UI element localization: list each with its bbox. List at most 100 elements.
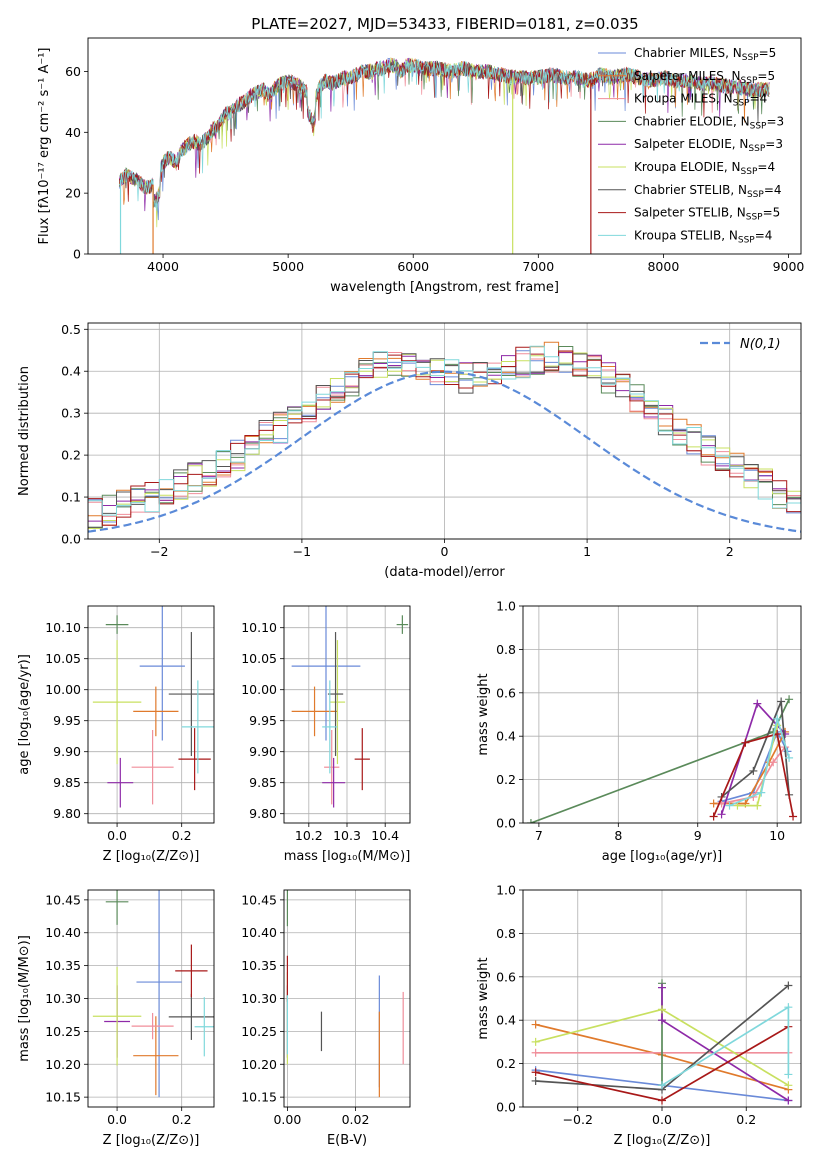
panel-mass_vs_EBV: 0.00 0.02 10.15 10.20 10.25 10.30 10.35 10.40 10… <box>241 889 411 1148</box>
series-marker-kroupa_stelib <box>784 1003 793 1012</box>
axes-frame <box>87 37 802 255</box>
x-axis-label: E(B-V) <box>327 1133 367 1148</box>
series-line-kroupa_stelib <box>729 715 790 807</box>
error-point-salpeter_stelib <box>175 944 208 998</box>
error-point-chabrier_miles <box>136 890 182 1098</box>
series-marker-salpeter_miles <box>709 799 718 808</box>
spectrum-line-kroupa_stelib <box>118 59 770 211</box>
y-tick-label: 0 <box>73 247 81 262</box>
legend-entry: N(0,1) <box>740 337 781 352</box>
legend-entry: Chabrier MILES, NSSP=5 <box>634 46 776 63</box>
plot-area-mass_weight_vs_Z <box>531 979 793 1105</box>
error-point-chabrier_miles <box>139 606 185 741</box>
error-point-kroupa_stelib <box>194 997 214 1057</box>
histogram-chabrier_elodie <box>88 346 801 528</box>
y-tick-label: 0.4 <box>61 364 81 379</box>
error-point-salpeter_elodie <box>322 757 346 808</box>
x-tick-label: 0.0 <box>652 1112 672 1127</box>
axes-frame <box>522 889 802 1108</box>
y-tick-label: 0.2 <box>61 448 81 463</box>
histogram-chabrier_stelib <box>88 351 801 532</box>
series-marker-kroupa_stelib <box>658 1081 666 1090</box>
plot-area-age_vs_mass <box>291 606 409 808</box>
series-marker-kroupa_miles <box>769 758 778 767</box>
y-tick-label: 0.4 <box>496 729 516 744</box>
panel-age_vs_Z: 0.0 0.2 9.80 9.85 9.90 9.95 10.00 10.05 10.10 Z [… <box>17 605 215 864</box>
x-tick-label: 1 <box>583 544 591 559</box>
x-tick-label: −0.2 <box>563 1112 593 1127</box>
y-tick-label: 9.95 <box>53 713 81 728</box>
series-line-salpeter_stelib <box>712 732 794 817</box>
x-tick-label: 0.0 <box>107 1112 127 1127</box>
series-marker-salpeter_elodie <box>717 810 726 819</box>
series-marker-salpeter_stelib <box>709 812 718 821</box>
y-tick-label: 0.0 <box>496 1100 516 1115</box>
series-marker-kroupa_elodie <box>753 801 762 810</box>
x-tick-label: 8 <box>614 828 622 843</box>
series-marker-salpeter_elodie <box>784 1096 793 1105</box>
series-marker-salpeter_elodie <box>658 1016 666 1025</box>
y-tick-label: 0.6 <box>496 685 516 700</box>
y-tick-label: 10.35 <box>241 958 277 973</box>
y-tick-label: 9.80 <box>53 806 81 821</box>
y-axis-label: mass weight <box>476 957 491 1039</box>
x-tick-label: 10 <box>769 828 785 843</box>
y-tick-label: 10.40 <box>45 925 81 940</box>
y-tick-label: 10.15 <box>241 1090 277 1105</box>
x-axis-label: Z [log₁₀(Z/Z⊙)] <box>103 1133 200 1148</box>
y-tick-label: 40 <box>65 125 81 140</box>
legend-entry: Kroupa MILES, NSSP=4 <box>634 92 767 109</box>
y-tick-label: 9.85 <box>249 775 277 790</box>
error-point-kroupa_miles <box>131 1012 174 1040</box>
error-point-chabrier_stelib <box>168 993 214 1040</box>
y-axis-label: Flux [fλ10⁻¹⁷ erg cm⁻² s⁻¹ A⁻¹] <box>37 48 52 245</box>
y-tick-label: 9.80 <box>249 806 277 821</box>
error-point-kroupa_elodie <box>92 966 142 1066</box>
series-marker-salpeter_elodie <box>658 983 666 992</box>
y-tick-label: 0.2 <box>496 772 516 787</box>
y-tick-label: 10.30 <box>45 991 81 1006</box>
series-marker-kroupa_miles <box>531 1048 540 1057</box>
error-point-chabrier_elodie <box>396 615 409 634</box>
legend-entry: Salpeter MILES, NSSP=5 <box>634 69 775 86</box>
y-tick-label: 10.05 <box>45 651 81 666</box>
x-tick-label: −1 <box>293 544 311 559</box>
y-tick-label: 60 <box>65 64 81 79</box>
x-tick-label: 8000 <box>647 259 679 274</box>
legend-entry: Chabrier ELODIE, NSSP=3 <box>634 114 784 131</box>
y-tick-label: 0.8 <box>496 926 516 941</box>
x-tick-label: 6000 <box>397 259 429 274</box>
y-tick-label: 10.10 <box>45 620 81 635</box>
error-point-salpeter_miles <box>133 1016 179 1096</box>
plot-area-residuals <box>88 341 801 533</box>
panel-residuals: −2 −1 0 1 2 0.0 0.1 0.2 0.3 0.4 0.5 (data-model)/er… <box>17 322 802 580</box>
plot-area-mass_vs_Z <box>92 890 214 1098</box>
x-tick-label: 0.2 <box>172 828 192 843</box>
y-tick-label: 10.05 <box>241 651 277 666</box>
series-marker-salpeter_miles <box>531 1020 540 1029</box>
y-tick-label: 0.0 <box>61 532 81 547</box>
y-tick-label: 1.0 <box>496 883 516 898</box>
histogram-kroupa_elodie <box>88 352 801 529</box>
x-axis-label: mass [log₁₀(M/M⊙)] <box>284 849 411 864</box>
series-marker-chabrier_stelib <box>531 1076 540 1085</box>
legend-entry: Salpeter STELIB, NSSP=5 <box>634 206 780 223</box>
y-tick-label: 9.85 <box>53 775 81 790</box>
legend-entry: Kroupa ELODIE, NSSP=4 <box>634 160 775 177</box>
series-marker-kroupa_stelib <box>784 1070 793 1079</box>
x-tick-label: 4000 <box>147 259 179 274</box>
series-marker-kroupa_stelib <box>757 788 766 797</box>
y-tick-label: 10.25 <box>241 1024 277 1039</box>
series-marker-salpeter_elodie <box>753 699 762 708</box>
axes-frame <box>87 605 215 824</box>
x-tick-label: 9 <box>694 828 702 843</box>
y-tick-label: 10.00 <box>45 682 81 697</box>
plot-area-mass_vs_EBV <box>286 890 404 1098</box>
y-tick-label: 10.35 <box>45 958 81 973</box>
x-tick-label: 7000 <box>522 259 554 274</box>
error-point-chabrier_elodie <box>105 890 129 925</box>
error-point-kroupa_elodie <box>92 640 142 765</box>
y-tick-label: 0.1 <box>61 490 81 505</box>
histogram-kroupa_stelib <box>88 345 801 516</box>
y-tick-label: 10.30 <box>241 991 277 1006</box>
